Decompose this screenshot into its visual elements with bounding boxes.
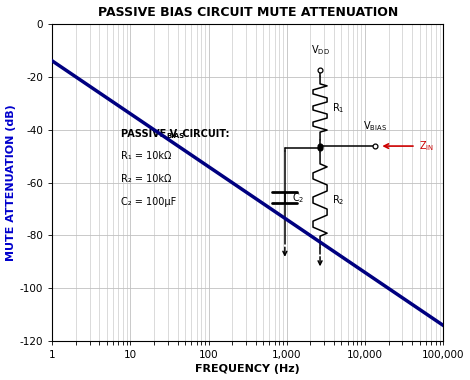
Y-axis label: MUTE ATTENUATION (dB): MUTE ATTENUATION (dB) <box>6 104 16 261</box>
Text: $\rm R_2$: $\rm R_2$ <box>332 193 344 207</box>
Text: $\rm Z_{IN}$: $\rm Z_{IN}$ <box>419 139 434 153</box>
Text: PASSIVE V: PASSIVE V <box>121 128 177 139</box>
Text: C₂ = 100μF: C₂ = 100μF <box>121 197 176 207</box>
Title: PASSIVE BIAS CIRCUIT MUTE ATTENUATION: PASSIVE BIAS CIRCUIT MUTE ATTENUATION <box>98 6 398 19</box>
X-axis label: FREQUENCY (Hz): FREQUENCY (Hz) <box>196 364 300 374</box>
Text: BIAS: BIAS <box>167 133 185 139</box>
Text: $\rm R_1$: $\rm R_1$ <box>332 101 344 115</box>
Text: $\rm C_2$: $\rm C_2$ <box>292 191 305 204</box>
Text: R₂ = 10kΩ: R₂ = 10kΩ <box>121 174 171 184</box>
Text: CIRCUIT:: CIRCUIT: <box>179 128 229 139</box>
Text: R₁ = 10kΩ: R₁ = 10kΩ <box>121 152 171 162</box>
Text: $\rm V_{DD}$: $\rm V_{DD}$ <box>311 43 329 57</box>
Text: $\rm V_{BIAS}$: $\rm V_{BIAS}$ <box>363 120 387 133</box>
